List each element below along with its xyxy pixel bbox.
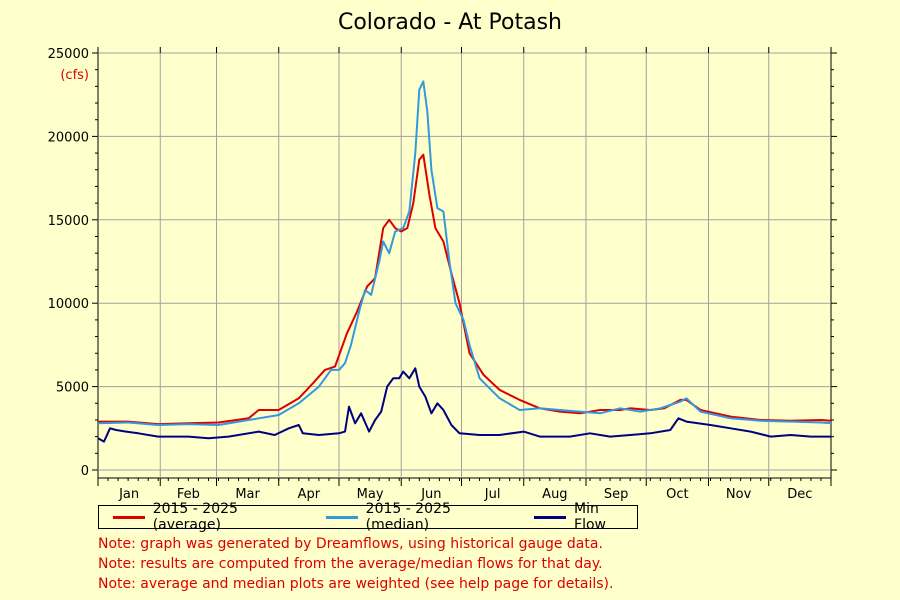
chart-legend: 2015 - 2025 (average) 2015 - 2025 (media…	[98, 501, 638, 533]
x-tick-label: Aug	[542, 487, 567, 502]
legend-item-median: 2015 - 2025 (median)	[325, 501, 508, 533]
x-tick-label: Jan	[118, 487, 139, 502]
y-tick-label: 25000	[48, 47, 89, 62]
y-tick-label: 20000	[48, 130, 89, 145]
legend-label-median: 2015 - 2025 (median)	[365, 501, 451, 533]
x-tick-label: Nov	[726, 487, 752, 502]
legend-swatch-minflow	[534, 515, 567, 519]
x-tick-label: Sep	[604, 487, 629, 502]
chart-title: Colorado - At Potash	[337, 10, 562, 35]
y-tick-label: 5000	[56, 381, 89, 396]
legend-item-average: 2015 - 2025 (average)	[113, 501, 300, 533]
legend-label-average: 2015 - 2025 (average)	[152, 501, 238, 533]
y-tick-label: 0	[81, 464, 89, 479]
x-tick-label: Dec	[787, 487, 812, 502]
legend-swatch-median	[325, 515, 358, 519]
note-line: Note: results are computed from the aver…	[98, 556, 603, 572]
x-tick-label: Feb	[177, 487, 200, 502]
series-minflow-line	[97, 367, 831, 443]
notes-block: Note: graph was generated by Dreamflows,…	[98, 534, 613, 594]
legend-item-minflow: Min Flow	[534, 501, 631, 533]
x-tick-label: Mar	[235, 487, 260, 502]
y-axis-unit-label: (cfs)	[60, 68, 89, 83]
x-tick-label: Jul	[484, 487, 501, 502]
legend-label-minflow: Min Flow	[574, 501, 606, 533]
series-median-line	[97, 80, 832, 426]
x-tick-label: Oct	[666, 487, 688, 502]
y-tick-label: 10000	[48, 297, 89, 312]
x-tick-label: May	[357, 487, 384, 502]
note-line: Note: average and median plots are weigh…	[98, 576, 614, 592]
y-tick-label: 15000	[48, 214, 89, 229]
x-tick-label: Apr	[298, 487, 321, 502]
note-line: Note: graph was generated by Dreamflows,…	[98, 536, 603, 552]
legend-swatch-average	[113, 515, 145, 519]
series-average-line	[98, 153, 832, 426]
x-tick-label: Jun	[420, 487, 441, 502]
